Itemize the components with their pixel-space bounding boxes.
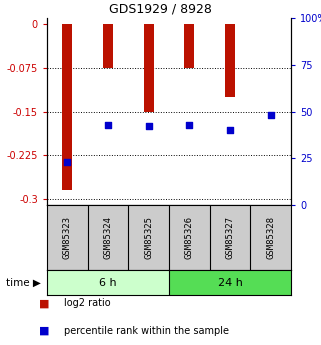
Bar	[169, 270, 291, 295]
Text: GSM85326: GSM85326	[185, 216, 194, 259]
Bar	[62, 24, 73, 190]
Text: log2 ratio: log2 ratio	[64, 298, 111, 308]
Text: GSM85328: GSM85328	[266, 216, 275, 259]
Point	[65, 159, 70, 165]
Text: ■: ■	[39, 298, 49, 308]
Point	[105, 122, 110, 127]
Text: GDS1929 / 8928: GDS1929 / 8928	[109, 2, 212, 15]
Bar	[143, 24, 154, 111]
Text: percentile rank within the sample: percentile rank within the sample	[64, 326, 229, 336]
Text: GSM85325: GSM85325	[144, 216, 153, 259]
Point	[187, 122, 192, 127]
Text: GSM85323: GSM85323	[63, 216, 72, 259]
Text: ■: ■	[39, 326, 49, 336]
Text: time ▶: time ▶	[6, 277, 40, 287]
Point	[268, 112, 273, 118]
Bar	[184, 24, 195, 68]
Point	[228, 127, 233, 133]
Point	[146, 124, 151, 129]
Text: GSM85324: GSM85324	[103, 216, 112, 259]
Text: 6 h: 6 h	[99, 277, 117, 287]
Text: GSM85327: GSM85327	[225, 216, 235, 259]
Bar	[225, 24, 235, 97]
Bar	[103, 24, 113, 68]
Text: 24 h: 24 h	[218, 277, 242, 287]
